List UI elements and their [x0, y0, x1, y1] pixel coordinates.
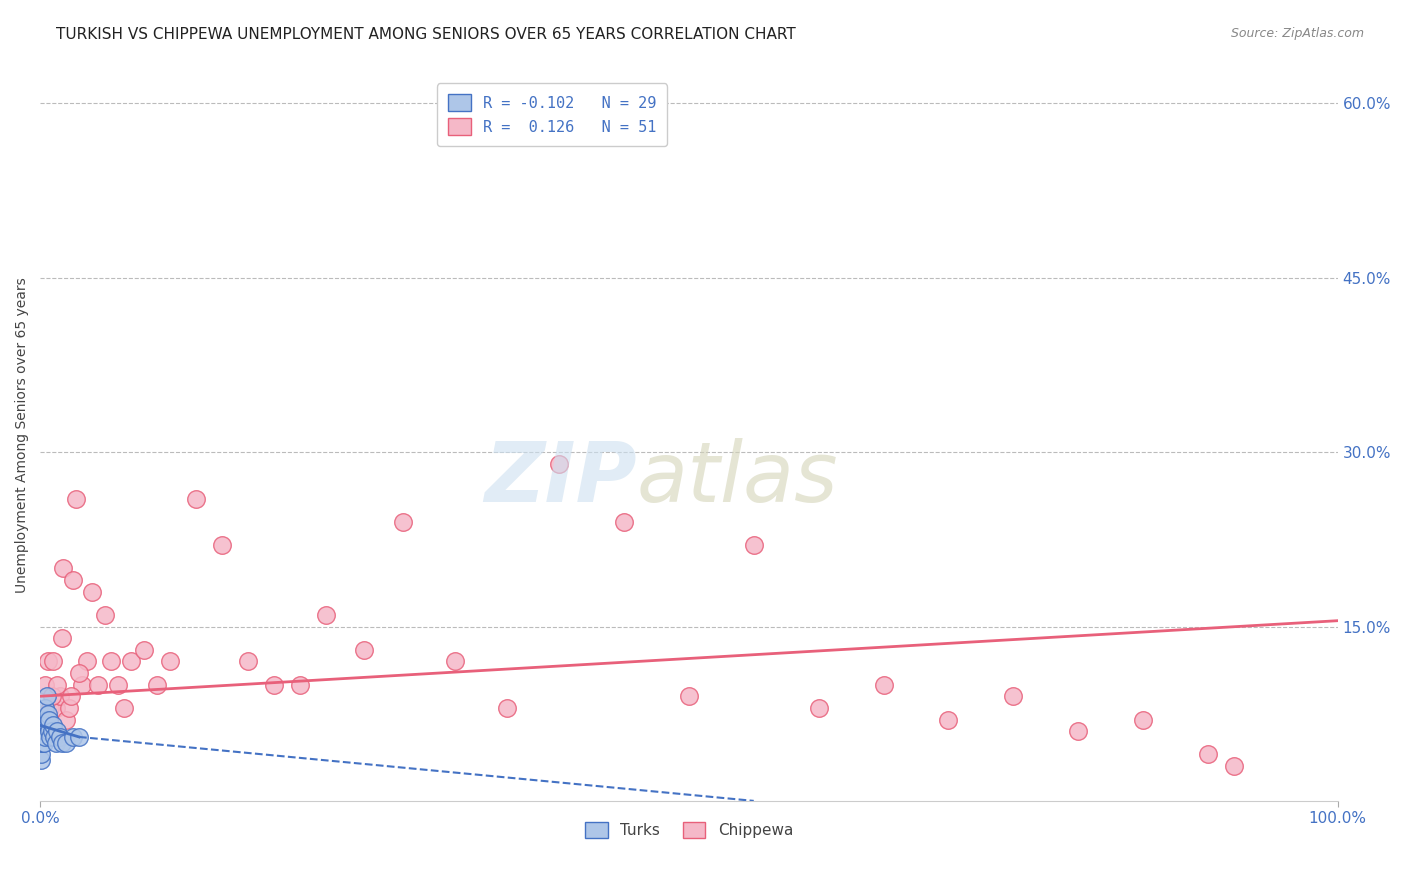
Text: TURKISH VS CHIPPEWA UNEMPLOYMENT AMONG SENIORS OVER 65 YEARS CORRELATION CHART: TURKISH VS CHIPPEWA UNEMPLOYMENT AMONG S… — [56, 27, 796, 42]
Point — [94, 607, 117, 622]
Point — [38, 713, 60, 727]
Point — [51, 736, 73, 750]
Point — [159, 654, 181, 668]
Point — [184, 491, 207, 506]
Point — [392, 515, 415, 529]
Point — [46, 724, 69, 739]
Point — [39, 730, 62, 744]
Point — [34, 724, 56, 739]
Point — [132, 642, 155, 657]
Point — [87, 678, 110, 692]
Point — [76, 654, 98, 668]
Point — [37, 706, 59, 721]
Point — [52, 561, 75, 575]
Point — [236, 654, 259, 668]
Point — [1197, 747, 1219, 762]
Point — [80, 584, 103, 599]
Point — [872, 678, 894, 692]
Point — [37, 718, 59, 732]
Point — [31, 713, 53, 727]
Point — [107, 678, 129, 692]
Point — [37, 654, 59, 668]
Point — [62, 573, 84, 587]
Point — [45, 701, 67, 715]
Point — [34, 701, 56, 715]
Point — [548, 457, 571, 471]
Point — [1132, 713, 1154, 727]
Point — [67, 665, 90, 680]
Point — [31, 724, 53, 739]
Point — [48, 730, 70, 744]
Legend: Turks, Chippewa: Turks, Chippewa — [578, 815, 799, 845]
Point — [1067, 724, 1090, 739]
Point — [34, 678, 56, 692]
Point — [30, 747, 52, 762]
Point — [39, 701, 62, 715]
Point — [41, 724, 63, 739]
Point — [46, 678, 69, 692]
Point — [613, 515, 636, 529]
Point — [42, 654, 65, 668]
Point — [35, 713, 58, 727]
Point — [48, 690, 70, 704]
Point — [678, 690, 700, 704]
Point — [44, 730, 66, 744]
Point — [263, 678, 285, 692]
Point — [146, 678, 169, 692]
Point — [32, 713, 55, 727]
Point — [41, 690, 63, 704]
Point — [100, 654, 122, 668]
Point — [32, 736, 55, 750]
Text: Source: ZipAtlas.com: Source: ZipAtlas.com — [1230, 27, 1364, 40]
Point — [35, 690, 58, 704]
Point — [444, 654, 467, 668]
Point — [120, 654, 142, 668]
Point — [65, 491, 87, 506]
Point — [34, 730, 56, 744]
Point — [38, 724, 60, 739]
Point — [45, 736, 67, 750]
Point — [55, 736, 77, 750]
Point — [70, 678, 93, 692]
Point — [67, 730, 90, 744]
Point — [1223, 759, 1246, 773]
Text: ZIP: ZIP — [484, 438, 637, 519]
Point — [31, 736, 53, 750]
Point — [58, 701, 80, 715]
Point — [114, 701, 136, 715]
Point — [55, 713, 77, 727]
Point — [1002, 690, 1025, 704]
Point — [32, 724, 55, 739]
Y-axis label: Unemployment Among Seniors over 65 years: Unemployment Among Seniors over 65 years — [15, 277, 30, 592]
Point — [38, 713, 60, 727]
Point — [30, 736, 52, 750]
Point — [51, 631, 73, 645]
Point — [938, 713, 960, 727]
Point — [42, 718, 65, 732]
Point — [353, 642, 375, 657]
Point — [30, 753, 52, 767]
Point — [62, 730, 84, 744]
Point — [742, 538, 765, 552]
Point — [60, 690, 83, 704]
Point — [211, 538, 233, 552]
Point — [288, 678, 311, 692]
Text: atlas: atlas — [637, 438, 838, 519]
Point — [496, 701, 519, 715]
Point — [315, 607, 337, 622]
Point — [807, 701, 830, 715]
